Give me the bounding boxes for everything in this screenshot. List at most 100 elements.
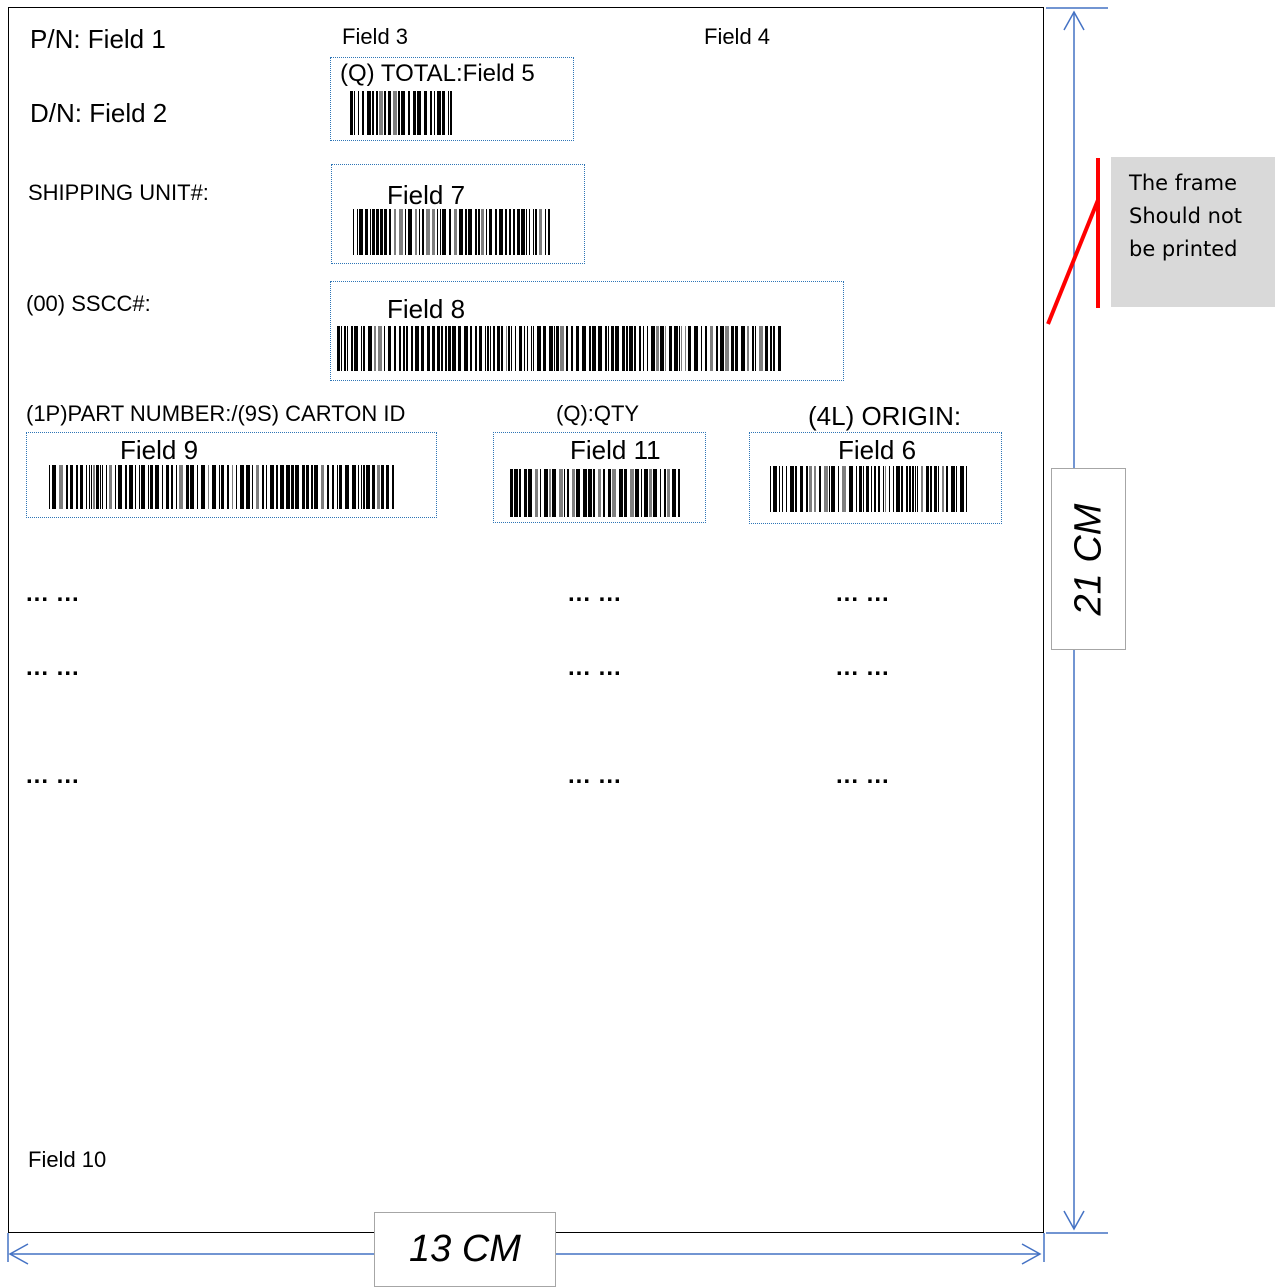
barcode-bar — [406, 326, 408, 371]
barcode-bar — [942, 466, 944, 512]
barcode-bar — [656, 326, 659, 371]
barcode-bar — [608, 326, 609, 371]
barcode-bar — [280, 465, 284, 509]
barcode-bar — [735, 326, 738, 371]
field-8-label: Field 8 — [387, 294, 466, 324]
continuation-dots: ... ... — [568, 762, 622, 789]
barcode-bar — [917, 466, 918, 512]
barcode-bar — [411, 326, 413, 371]
barcode-bar — [759, 326, 763, 371]
barcode-bar — [559, 469, 563, 517]
barcode-bar — [489, 209, 492, 255]
barcode-bar — [370, 209, 371, 255]
barcode-bar — [437, 91, 441, 135]
height-dimension-label: 21 CM — [1051, 468, 1126, 650]
barcode-bar — [430, 91, 432, 135]
barcode-bar — [519, 326, 522, 371]
barcode-bar — [564, 469, 565, 517]
barcode-bar — [378, 326, 382, 371]
barcode-bar — [408, 91, 410, 135]
barcode-bar — [442, 209, 446, 255]
barcode-bar — [773, 326, 775, 371]
barcode-bar — [514, 469, 518, 517]
barcode-bar — [399, 209, 403, 255]
barcode-bar — [685, 326, 686, 371]
part-carton-label: (1P)PART NUMBER:/(9S) CARTON ID — [26, 401, 406, 426]
barcode-bar — [286, 465, 290, 509]
barcode-bar — [694, 326, 698, 371]
barcode-bar — [653, 469, 657, 517]
barcode-bar — [576, 469, 580, 517]
barcode-bar — [554, 326, 555, 371]
barcode-bar — [339, 465, 342, 509]
barcode-bar — [725, 326, 729, 371]
barcode-bar — [539, 209, 542, 255]
barcode-bar — [533, 209, 534, 255]
barcode-bar — [747, 326, 749, 371]
barcode-bar — [548, 209, 550, 255]
barcode-bar — [388, 91, 391, 135]
barcode-bar — [386, 465, 389, 509]
barcode-bar — [345, 465, 349, 509]
barcode-bar — [367, 91, 371, 135]
barcode-bar — [422, 209, 424, 255]
barcode-bar — [341, 326, 342, 371]
continuation-dots: ... ... — [26, 580, 80, 607]
width-dimension-text: 13 CM — [409, 1228, 521, 1270]
barcode-bar — [592, 326, 596, 371]
barcode-bar — [352, 465, 356, 509]
barcode-bar — [376, 91, 378, 135]
barcode-bar — [660, 326, 664, 371]
barcode-bar — [612, 469, 616, 517]
barcode-bar — [499, 209, 503, 255]
barcode-bar — [350, 91, 353, 135]
barcode-bar — [437, 326, 440, 371]
qty-label: (Q):QTY — [556, 401, 640, 426]
field-4: Field 4 — [704, 24, 771, 49]
barcode-bar — [644, 469, 648, 517]
barcode-bar — [89, 465, 90, 509]
barcode-bar — [445, 326, 447, 371]
barcode-bar — [252, 465, 253, 509]
barcode-bar — [800, 466, 803, 512]
barcode-bar — [635, 469, 639, 517]
barcode-bar — [314, 465, 318, 509]
barcode-bar — [485, 326, 486, 371]
barcode-bar — [906, 466, 908, 512]
barcode-bar — [572, 469, 575, 517]
continuation-dots: ... ... — [836, 654, 890, 681]
barcode-bar — [374, 326, 376, 371]
barcode-bar — [372, 209, 375, 255]
barcode-bar — [889, 466, 890, 512]
field-9-box: Field 9 — [26, 432, 437, 518]
barcode-bar — [669, 326, 672, 371]
barcode-bar — [413, 91, 416, 135]
barcode-bar — [660, 469, 661, 517]
barcode-bar — [366, 465, 370, 509]
barcode-bar — [672, 469, 676, 517]
barcode-bar — [118, 465, 122, 509]
barcode-bar — [946, 466, 948, 512]
barcode-bar — [70, 465, 73, 509]
barcode-bar — [593, 469, 595, 517]
barcode-bar — [458, 326, 461, 371]
barcode-bar — [321, 465, 324, 509]
barcode-bar — [384, 209, 387, 255]
barcode-bar — [276, 465, 278, 509]
barcode-bar — [824, 466, 828, 512]
barcode-bar — [611, 326, 614, 371]
barcode-bar — [465, 209, 467, 255]
barcode-bar — [125, 465, 127, 509]
barcode-bar — [351, 326, 353, 371]
continuation-dots: ... ... — [836, 580, 890, 607]
barcode-bar — [91, 465, 92, 509]
barcode-bar — [432, 326, 435, 371]
delivery-note-label: D/N: Field 2 — [30, 98, 168, 128]
barcode-bar — [960, 466, 964, 512]
barcode-bar — [363, 465, 365, 509]
field-11-barcode — [510, 469, 680, 517]
barcode-bar — [100, 465, 101, 509]
sscc-label: (00) SSCC#: — [26, 291, 151, 316]
barcode-bar — [379, 91, 383, 135]
field-11-box: Field 11 — [493, 432, 706, 523]
